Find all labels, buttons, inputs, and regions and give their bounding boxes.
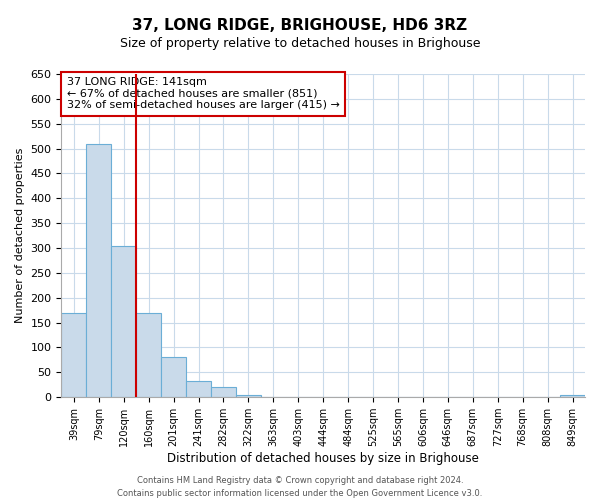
Bar [111, 246, 136, 397]
Bar [211, 388, 236, 397]
Bar [161, 358, 186, 397]
X-axis label: Distribution of detached houses by size in Brighouse: Distribution of detached houses by size … [167, 452, 479, 465]
Bar [186, 381, 211, 397]
Text: Contains HM Land Registry data © Crown copyright and database right 2024.
Contai: Contains HM Land Registry data © Crown c… [118, 476, 482, 498]
Text: 37 LONG RIDGE: 141sqm
← 67% of detached houses are smaller (851)
32% of semi-det: 37 LONG RIDGE: 141sqm ← 67% of detached … [67, 77, 340, 110]
Bar [560, 394, 585, 397]
Bar [86, 144, 111, 397]
Text: Size of property relative to detached houses in Brighouse: Size of property relative to detached ho… [120, 38, 480, 51]
Bar [61, 312, 86, 397]
Bar [136, 312, 161, 397]
Y-axis label: Number of detached properties: Number of detached properties [15, 148, 25, 324]
Text: 37, LONG RIDGE, BRIGHOUSE, HD6 3RZ: 37, LONG RIDGE, BRIGHOUSE, HD6 3RZ [133, 18, 467, 32]
Bar [236, 394, 261, 397]
